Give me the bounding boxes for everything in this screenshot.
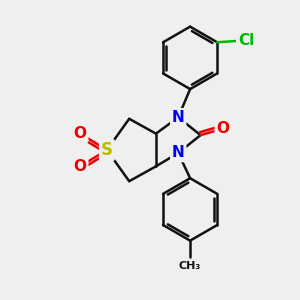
Text: CH₃: CH₃	[179, 261, 201, 271]
Text: O: O	[216, 121, 229, 136]
Text: O: O	[74, 159, 87, 174]
Text: Cl: Cl	[238, 33, 254, 48]
Text: O: O	[74, 126, 87, 141]
Text: N: N	[172, 146, 184, 160]
Text: S: S	[101, 141, 113, 159]
Text: N: N	[172, 110, 184, 125]
